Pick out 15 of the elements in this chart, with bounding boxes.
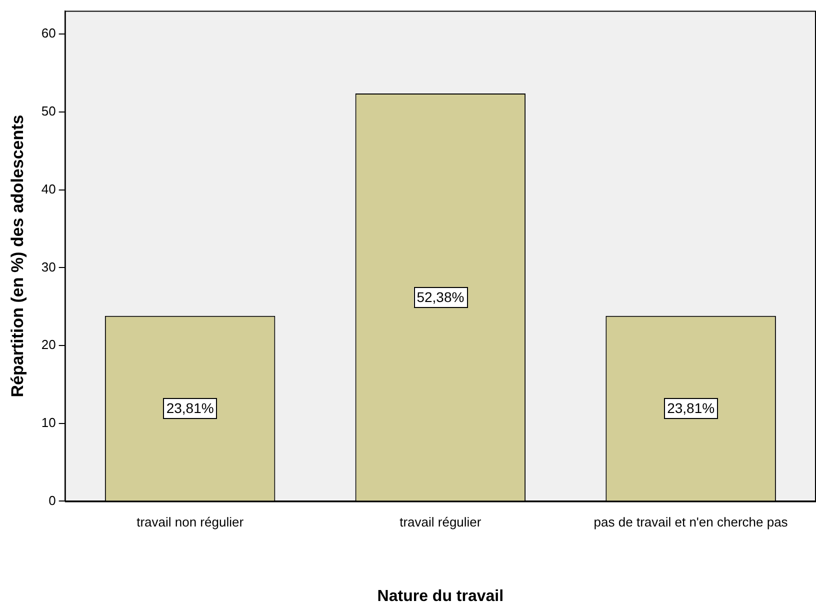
data-label: 52,38% bbox=[416, 288, 464, 305]
x-tick-label: travail régulier bbox=[400, 514, 482, 530]
y-tick-label: 0 bbox=[48, 492, 56, 508]
data-label: 23,81% bbox=[166, 400, 214, 416]
x-axis-title: Nature du travail bbox=[377, 588, 504, 605]
data-label: 23,81% bbox=[667, 400, 715, 416]
y-tick-label: 40 bbox=[41, 181, 56, 196]
y-tick-label: 50 bbox=[41, 104, 56, 119]
y-axis-title: Répartition (en %) des adolescents bbox=[8, 114, 27, 398]
y-tick-label: 20 bbox=[41, 337, 56, 352]
y-tick-label: 10 bbox=[41, 414, 56, 430]
x-tick-label: pas de travail et n'en cherche pas bbox=[594, 514, 788, 530]
y-tick-label: 60 bbox=[41, 26, 56, 41]
x-tick-label: travail non régulier bbox=[136, 514, 244, 530]
y-tick-label: 30 bbox=[41, 259, 56, 274]
